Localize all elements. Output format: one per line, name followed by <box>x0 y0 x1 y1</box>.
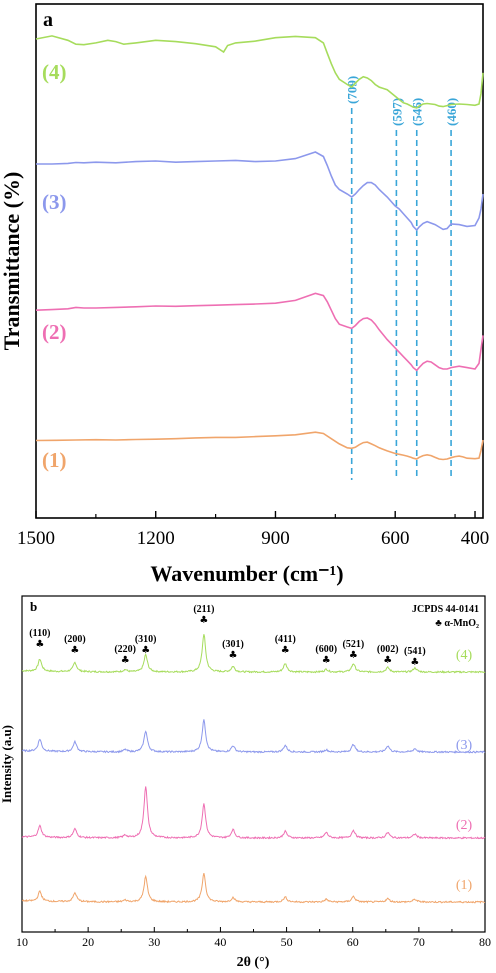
panel-b-series-label: (1) <box>456 878 473 893</box>
panel-a-x-tick-label: 1500 <box>17 528 55 549</box>
panel-a-x-axis-label: Wavenumber (cm⁻¹) <box>150 561 343 586</box>
panel-b-x-ticks: 10 20 30 40 50 60 70 80 <box>16 927 491 949</box>
panel-b-club-icon: ♣ <box>121 655 130 666</box>
panel-b-series-labels: (4) (3) (2) (1) <box>456 648 473 893</box>
panel-b-series-line-1 <box>21 872 486 904</box>
panel-b-hkl-label: (211) <box>193 604 214 615</box>
panel-b-club-icon: ♣ <box>199 615 208 626</box>
panel-a-x-tick-label: 600 <box>381 528 410 549</box>
panel-b-hkl-label: (310) <box>135 634 157 645</box>
panel-a-x-tick-label: 400 <box>461 528 490 549</box>
panel-a-y-axis-label: Transmittance (%) <box>0 172 24 351</box>
panel-b-series-label: (3) <box>456 738 473 753</box>
panel-b-club-icon: ♣ <box>322 655 331 666</box>
panel-b-hkl-label: (200) <box>64 634 86 645</box>
panel-a-peak-label: (460) <box>444 98 459 126</box>
panel-a-series-line-4 <box>35 35 484 109</box>
panel-b-x-tick-label: 50 <box>281 935 293 949</box>
panel-b-hkl-label: (411) <box>275 634 296 645</box>
panel-a-series-line-1 <box>35 431 484 461</box>
panel-b-series-lines <box>21 634 486 904</box>
panel-b-x-tick-label: 40 <box>214 935 226 949</box>
panel-a-x-ticks: 1500 1200 900 600 400 <box>17 511 489 549</box>
panel-b-series-label: (4) <box>456 648 473 663</box>
panel-b-hkl-label: (600) <box>315 644 337 655</box>
panel-a-series-line-2 <box>35 292 484 372</box>
panel-b-letter: b <box>30 599 37 614</box>
panel-a-series-label: (2) <box>42 320 67 344</box>
panel-b-club-icon: ♣ <box>229 650 238 661</box>
panel-a-series-lines <box>35 35 484 461</box>
panel-a-series-label: (3) <box>42 190 67 214</box>
panel-b-club-icon: ♣ <box>349 650 358 661</box>
panel-b-reflection-labels: (110)♣ (200)♣ (220)♣(310)♣(211)♣(301)♣(411… <box>29 604 425 668</box>
panel-a-x-tick-label: 900 <box>261 528 290 549</box>
panel-a-series-labels: (4) (3) (2) (1) <box>42 60 67 472</box>
panel-b-club-icon: ♣ <box>281 645 290 656</box>
panel-b-hkl-label: (521) <box>343 639 365 650</box>
panel-a-peak-lines: (709)(597) (546) (460) <box>345 76 459 480</box>
panel-a-peak-label: (546) <box>410 98 425 126</box>
panel-b-series-label: (2) <box>456 818 473 833</box>
panel-a-series-label: (1) <box>42 448 67 472</box>
panel-a-series-line-3 <box>36 151 484 232</box>
panel-a-letter: a <box>43 9 53 31</box>
panel-b-x-tick-label: 80 <box>479 935 491 949</box>
panel-b-reference-card: JCPDS 44-0141 <box>412 604 479 615</box>
panel-b-x-tick-label: 30 <box>148 935 160 949</box>
panel-b-series-line-2 <box>21 786 486 840</box>
panel-b-hkl-label: (220) <box>114 644 136 655</box>
panel-a: a 1500 1200 900 600 400 (709)(597) (546) (460)… <box>0 3 489 586</box>
panel-b-club-icon: ♣ <box>141 645 150 656</box>
panel-b-x-tick-label: 60 <box>347 935 359 949</box>
panel-b-x-tick-label: 10 <box>16 935 28 949</box>
panel-b-phase-legend: ♣ α-MnO₂ <box>435 618 479 629</box>
panel-b-x-tick-label: 20 <box>82 935 94 949</box>
panel-a-x-tick-label: 1200 <box>137 528 175 549</box>
panel-b-club-icon: ♣ <box>410 657 419 668</box>
panel-b-hkl-label: (541) <box>404 646 426 657</box>
panel-b-series-line-3 <box>22 719 486 754</box>
panel-b-hkl-label: (301) <box>222 639 244 650</box>
panel-b-x-tick-label: 70 <box>413 935 425 949</box>
panel-b-club-icon: ♣ <box>70 645 79 656</box>
panel-b-club-icon: ♣ <box>35 639 44 650</box>
panel-a-plot-frame <box>35 3 484 519</box>
panel-b-y-axis-label: Intensity (a.u) <box>0 725 14 803</box>
panel-b-club-icon: ♣ <box>383 655 392 666</box>
panel-b-x-axis-label: 2θ (°) <box>237 955 270 970</box>
panel-a-peak-label: (597) <box>389 98 404 126</box>
panel-b-hkl-label: (002) <box>377 644 399 655</box>
panel-b: b JCPDS 44-0141 ♣ α-MnO₂ 10 20 30 40 50 60 70 8… <box>0 595 491 970</box>
panel-a-series-label: (4) <box>42 60 67 84</box>
panel-b-series-line-4 <box>21 634 486 674</box>
panel-b-hkl-label: (110) <box>29 628 50 639</box>
